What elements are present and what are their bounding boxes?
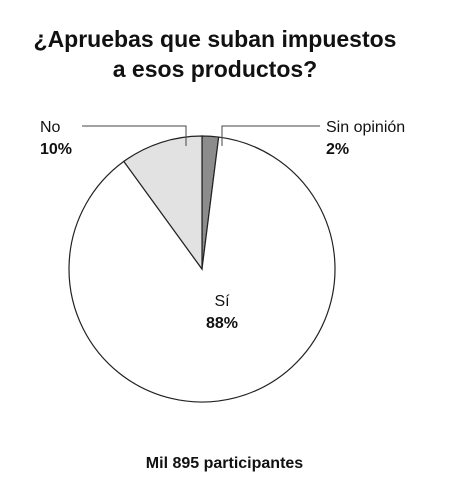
value-label: 10% [40,141,72,158]
value-label: 88% [206,315,238,332]
chart-title: ¿Apruebas que suban impuestos a esos pro… [33,26,397,82]
leader-line [82,125,187,146]
value-label: 2% [326,141,349,158]
leader-line [221,125,320,146]
footer-note: Mil 895 participantes [145,455,304,472]
slice-label: No [40,119,61,136]
slice-label: Sí [214,293,230,310]
slice-label: Sin opinión [326,119,405,136]
pie-slice [122,135,203,271]
